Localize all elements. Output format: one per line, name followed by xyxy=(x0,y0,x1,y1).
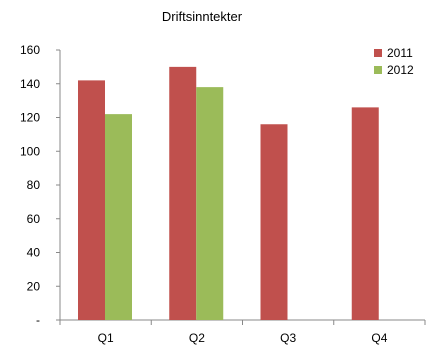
axes: - 20 40 60 80 100 120 140 160 Q1 Q2 Q3 Q4 xyxy=(20,43,426,345)
y-tick-label: 40 xyxy=(27,246,41,260)
bar-2011-Q1 xyxy=(78,80,105,320)
bar-2011-Q4 xyxy=(351,107,379,320)
y-tick-label: 20 xyxy=(27,279,41,293)
legend: 2011 2012 xyxy=(374,46,414,77)
bars xyxy=(78,66,379,320)
y-tick-label: - xyxy=(36,313,40,327)
legend-label: 2011 xyxy=(387,46,413,60)
x-tick-label: Q2 xyxy=(189,331,205,345)
y-tick-label: 100 xyxy=(20,144,40,158)
legend-label: 2012 xyxy=(387,63,414,77)
x-tick-label: Q3 xyxy=(280,331,296,345)
bar-2012-Q2 xyxy=(196,87,224,320)
legend-swatch xyxy=(374,66,382,74)
y-tick-label: 120 xyxy=(20,111,40,125)
y-tick-label: 140 xyxy=(20,77,40,91)
legend-swatch xyxy=(374,49,382,57)
bar-2012-Q1 xyxy=(105,114,132,320)
x-tick-label: Q4 xyxy=(371,331,387,345)
y-tick-label: 160 xyxy=(20,43,40,57)
y-tick-label: 60 xyxy=(27,212,41,226)
chart-title: Driftsinntekter xyxy=(162,9,243,24)
x-tick-label: Q1 xyxy=(98,331,114,345)
bar-2011-Q3 xyxy=(260,124,288,320)
y-tick-label: 80 xyxy=(27,178,41,192)
bar-2011-Q2 xyxy=(169,66,197,320)
